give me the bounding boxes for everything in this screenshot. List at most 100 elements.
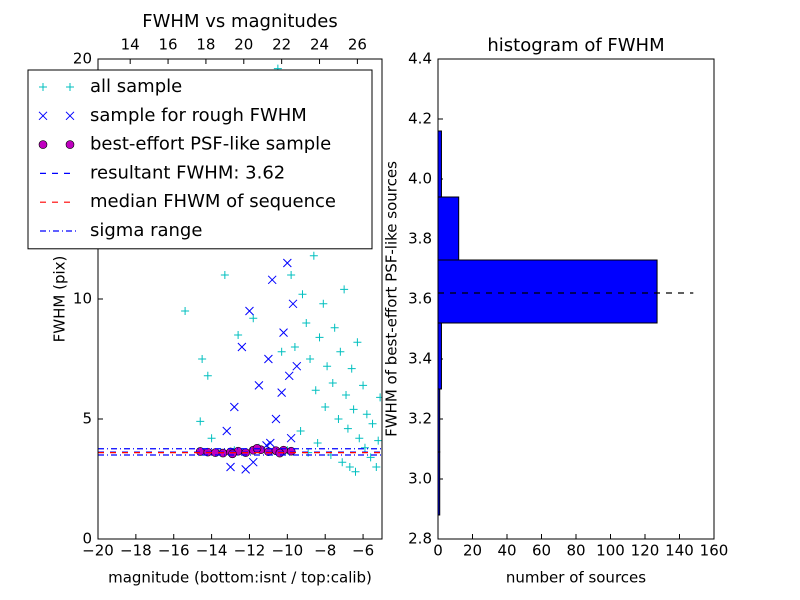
x-tick-label: −16 bbox=[158, 542, 190, 560]
x2-tick-label: 18 bbox=[196, 36, 215, 54]
marker-plus bbox=[340, 285, 349, 294]
marker-plus bbox=[298, 290, 307, 299]
y-tick-label: 5 bbox=[82, 410, 92, 428]
y-tick-label: 3.0 bbox=[408, 470, 432, 488]
marker-plus bbox=[362, 410, 371, 419]
marker-cross bbox=[38, 111, 48, 121]
legend-label: best-effort PSF-like sample bbox=[90, 134, 331, 155]
bar bbox=[437, 130, 442, 198]
y-axis-label: FWHM (pix) bbox=[51, 256, 69, 343]
marker-cross bbox=[245, 306, 254, 316]
y-tick-label: 3.2 bbox=[408, 410, 432, 428]
marker-cross bbox=[241, 465, 251, 474]
marker-cross bbox=[222, 426, 232, 436]
y-tick-label: 4.0 bbox=[408, 170, 432, 188]
x-tick-label: 20 bbox=[463, 542, 482, 560]
x-axis-label: number of sources bbox=[506, 569, 646, 587]
y-tick-label: 2.8 bbox=[408, 530, 432, 548]
x-tick-label: −12 bbox=[234, 542, 266, 560]
marker-plus bbox=[349, 405, 358, 414]
marker-plus bbox=[368, 419, 377, 428]
marker-cross bbox=[279, 328, 288, 337]
x-tick-label: 60 bbox=[532, 542, 551, 560]
x2-tick-label: 22 bbox=[272, 36, 291, 54]
marker-plus bbox=[353, 338, 362, 347]
marker-plus bbox=[355, 434, 364, 443]
marker-plus bbox=[376, 393, 382, 402]
marker-cross bbox=[265, 438, 275, 448]
marker-plus bbox=[342, 391, 351, 399]
x-tick-label: −14 bbox=[196, 542, 228, 560]
y-tick-label: 10 bbox=[73, 290, 92, 308]
legend-label: median FHWM of sequence bbox=[90, 191, 336, 212]
marker-plus bbox=[39, 83, 47, 91]
y-tick-label: 4.4 bbox=[408, 50, 432, 68]
marker-plus bbox=[334, 415, 343, 423]
marker-plus bbox=[207, 434, 216, 443]
x-tick-label: 0 bbox=[433, 542, 443, 560]
marker-plus bbox=[336, 347, 345, 356]
marker-plus bbox=[359, 381, 368, 390]
marker-cross bbox=[277, 388, 287, 397]
legend-label: resultant FWHM: 3.62 bbox=[90, 162, 285, 183]
legend-label: all sample bbox=[90, 76, 182, 97]
marker-plus bbox=[311, 386, 320, 395]
marker-plus bbox=[313, 439, 322, 447]
x2-tick-label: 14 bbox=[121, 36, 140, 54]
marker-cross bbox=[271, 414, 281, 424]
marker-plus bbox=[319, 299, 328, 308]
marker-cross bbox=[282, 258, 292, 268]
marker-cross bbox=[264, 354, 273, 364]
marker-plus bbox=[203, 371, 212, 380]
marker-plus bbox=[323, 362, 332, 371]
marker-cross bbox=[254, 381, 264, 390]
legend-label: sample for rough FWHM bbox=[90, 105, 307, 126]
marker-plus bbox=[198, 355, 207, 363]
x-tick-label: −10 bbox=[272, 542, 304, 560]
x-tick-label: 160 bbox=[700, 542, 729, 560]
marker-plus bbox=[302, 319, 311, 327]
marker-plus bbox=[277, 347, 286, 356]
bar bbox=[437, 322, 442, 390]
marker-plus bbox=[66, 83, 74, 91]
bar bbox=[437, 259, 658, 324]
x-tick-label: −8 bbox=[314, 542, 336, 560]
axes-frame bbox=[437, 58, 715, 540]
marker-plus bbox=[338, 458, 347, 467]
x-tick-label: −20 bbox=[82, 542, 114, 560]
marker-plus bbox=[220, 271, 229, 279]
marker-plus bbox=[315, 333, 324, 342]
marker-cross bbox=[284, 371, 294, 381]
marker-plus bbox=[290, 343, 299, 351]
marker-circle bbox=[38, 140, 48, 149]
x2-tick-label: 26 bbox=[348, 36, 367, 54]
y-tick-label: 0 bbox=[82, 530, 92, 548]
bar bbox=[437, 196, 460, 261]
marker-plus bbox=[366, 453, 375, 462]
marker-cross bbox=[286, 433, 296, 443]
marker-plus bbox=[287, 271, 296, 279]
marker-plus bbox=[309, 251, 318, 260]
legend-label: sigma range bbox=[90, 220, 202, 241]
x-axis-label: magnitude (bottom:isnt / top:calib) bbox=[108, 569, 372, 587]
x-tick-label: −18 bbox=[120, 542, 152, 560]
marker-plus bbox=[196, 417, 205, 426]
marker-plus bbox=[330, 323, 339, 332]
x2-tick-label: 16 bbox=[159, 36, 178, 54]
marker-circle bbox=[228, 449, 237, 459]
marker-plus bbox=[328, 379, 337, 387]
chart-title: histogram of FWHM bbox=[487, 35, 664, 56]
marker-cross bbox=[65, 111, 75, 121]
marker-plus bbox=[321, 403, 330, 411]
marker-plus bbox=[249, 314, 258, 323]
x-tick-label: −6 bbox=[352, 542, 374, 560]
marker-plus bbox=[372, 463, 381, 471]
marker-cross bbox=[226, 462, 235, 472]
axes-frame bbox=[97, 58, 383, 540]
x2-tick-label: 20 bbox=[234, 36, 253, 54]
x-tick-label: 140 bbox=[665, 542, 694, 560]
legend-box bbox=[27, 69, 373, 250]
x-tick-label: 100 bbox=[596, 542, 625, 560]
marker-plus bbox=[234, 331, 243, 339]
